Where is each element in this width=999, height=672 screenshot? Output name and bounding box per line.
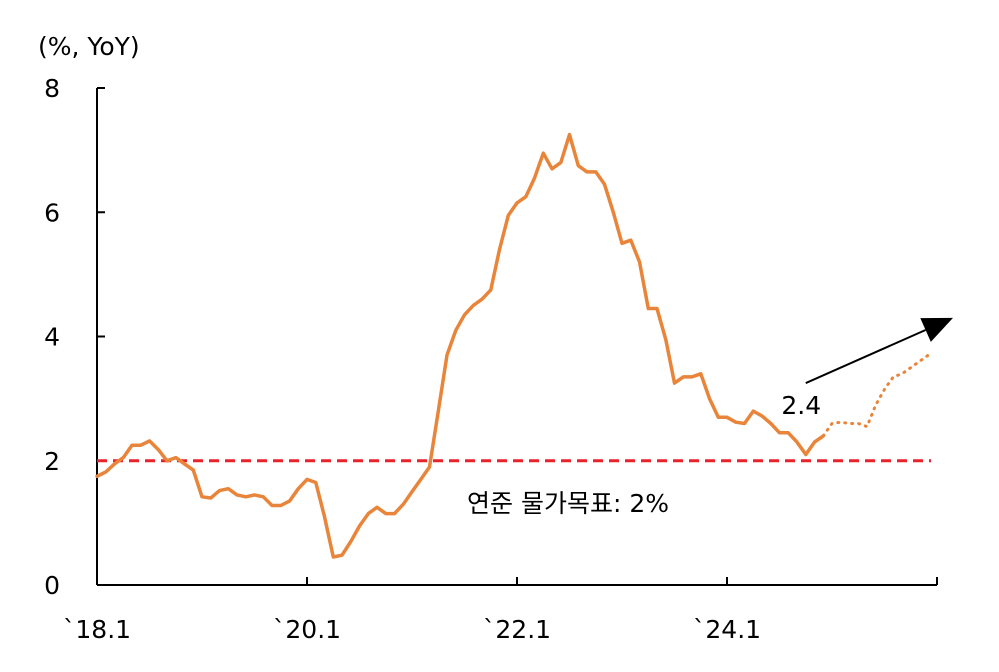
unit-label: (%, YoY) bbox=[38, 32, 140, 61]
series-group bbox=[95, 132, 930, 559]
tick-labels: 0 2 4 6 8 `18.1 `20.1 `22.1 `24.1 (%, YoY) bbox=[38, 32, 761, 644]
y-tick-label: 4 bbox=[44, 323, 60, 352]
target-line-group: 연준 물가목표: 2% bbox=[97, 459, 931, 518]
x-tick-label: `18.1 bbox=[63, 615, 131, 644]
axes bbox=[96, 87, 938, 586]
y-tick-label: 6 bbox=[44, 198, 60, 227]
target-line-label: 연준 물가목표: 2% bbox=[467, 489, 669, 518]
y-tick-label: 0 bbox=[44, 571, 60, 600]
annotations: 2.4 bbox=[781, 317, 953, 420]
value-annotation: 2.4 bbox=[781, 391, 821, 420]
x-tick-label: `20.1 bbox=[273, 615, 341, 644]
x-tick-label: `24.1 bbox=[693, 615, 761, 644]
forecast-series-line bbox=[821, 353, 930, 438]
x-tick-label: `22.1 bbox=[483, 615, 551, 644]
y-tick-label: 2 bbox=[44, 447, 60, 476]
trend-arrow-line bbox=[805, 329, 926, 385]
trend-arrow-head bbox=[920, 317, 953, 342]
y-tick-label: 8 bbox=[44, 74, 60, 103]
actual-series-line bbox=[95, 132, 826, 559]
